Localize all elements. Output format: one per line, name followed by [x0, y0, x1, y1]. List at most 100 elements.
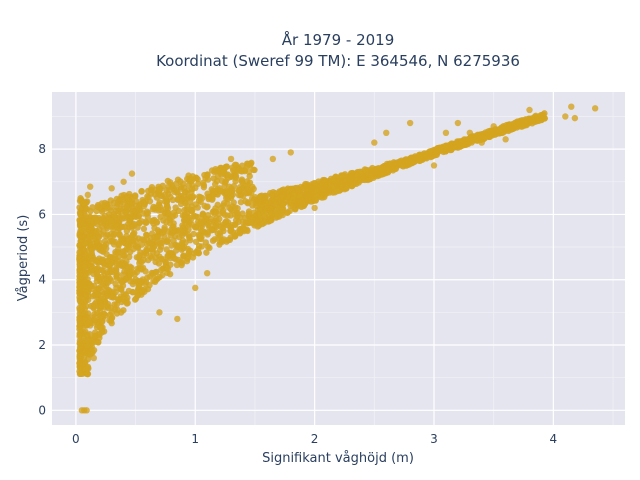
data-point: [135, 204, 142, 211]
data-point: [76, 310, 84, 317]
data-point: [109, 294, 117, 301]
data-point: [112, 251, 119, 258]
data-point: [90, 282, 98, 290]
data-point: [180, 193, 187, 200]
data-point: [143, 241, 151, 248]
data-point: [172, 204, 179, 211]
data-point: [164, 210, 172, 217]
data-point: [108, 185, 115, 192]
data-point: [203, 204, 211, 211]
data-point: [287, 149, 294, 156]
data-point: [143, 246, 150, 253]
data-point: [287, 186, 295, 193]
data-point: [102, 221, 109, 229]
data-point: [278, 191, 286, 199]
data-point: [333, 188, 341, 195]
data-point: [408, 158, 416, 165]
data-point: [153, 218, 160, 226]
data-point: [512, 119, 520, 127]
data-point: [114, 200, 121, 207]
data-point: [502, 136, 509, 143]
data-point: [89, 293, 97, 300]
data-point: [195, 231, 202, 239]
data-point: [166, 270, 174, 278]
data-point: [142, 218, 150, 225]
data-point: [383, 129, 390, 137]
data-point: [132, 213, 140, 221]
data-point: [101, 262, 109, 269]
data-point: [185, 249, 193, 257]
y-tick-label: 4: [38, 273, 46, 287]
data-point: [93, 258, 101, 266]
data-point: [84, 191, 92, 199]
data-point: [457, 140, 464, 147]
data-point: [148, 186, 155, 194]
data-point: [175, 256, 182, 264]
data-point: [200, 184, 208, 191]
data-point: [311, 204, 318, 212]
data-point: [151, 191, 158, 198]
data-point: [112, 280, 119, 288]
data-point: [82, 271, 89, 278]
data-point: [163, 264, 171, 272]
data-point: [211, 236, 218, 243]
data-point: [169, 196, 177, 204]
data-point: [210, 226, 218, 234]
data-point: [323, 190, 330, 197]
data-point: [116, 231, 123, 239]
data-point: [494, 129, 502, 137]
data-point: [237, 198, 245, 206]
data-point: [156, 186, 163, 194]
data-point: [195, 193, 203, 200]
data-point: [77, 284, 84, 291]
data-point: [129, 207, 136, 214]
data-point: [244, 200, 251, 207]
data-point: [94, 321, 101, 329]
data-point: [125, 287, 133, 295]
data-point: [90, 235, 97, 243]
data-point: [156, 309, 163, 316]
data-point: [119, 271, 126, 279]
data-point: [118, 192, 125, 200]
data-point: [221, 211, 228, 218]
data-point: [97, 300, 104, 307]
data-point: [301, 183, 309, 190]
data-point: [155, 260, 163, 267]
data-point: [79, 366, 86, 373]
data-point: [124, 299, 131, 307]
data-points: [76, 103, 599, 414]
data-point: [173, 261, 181, 269]
data-point: [113, 223, 120, 231]
x-tick-label: 1: [191, 432, 199, 446]
data-point: [182, 200, 189, 207]
data-point: [454, 119, 462, 127]
data-point: [264, 203, 271, 211]
data-point: [76, 204, 83, 211]
x-tick-label: 4: [550, 432, 558, 446]
data-point: [166, 219, 174, 227]
data-point: [140, 256, 147, 264]
data-point: [156, 273, 163, 281]
data-point: [244, 182, 252, 189]
data-point: [137, 277, 145, 285]
data-point: [476, 133, 483, 140]
data-point: [162, 196, 169, 203]
data-point: [174, 176, 182, 183]
data-point: [430, 162, 438, 169]
chart-title-line2: Koordinat (Sweref 99 TM): E 364546, N 62…: [156, 52, 520, 70]
data-point: [97, 231, 105, 238]
data-point: [128, 170, 136, 177]
data-point: [164, 237, 172, 244]
data-point: [562, 113, 569, 120]
data-point: [98, 273, 105, 281]
data-point: [171, 212, 179, 219]
data-point: [194, 176, 201, 183]
data-point: [87, 183, 94, 190]
data-point: [154, 233, 162, 241]
data-point: [232, 172, 240, 180]
data-point: [138, 288, 145, 295]
data-point: [107, 204, 114, 211]
data-point: [532, 114, 539, 122]
data-point: [121, 276, 129, 283]
data-point: [83, 205, 91, 213]
